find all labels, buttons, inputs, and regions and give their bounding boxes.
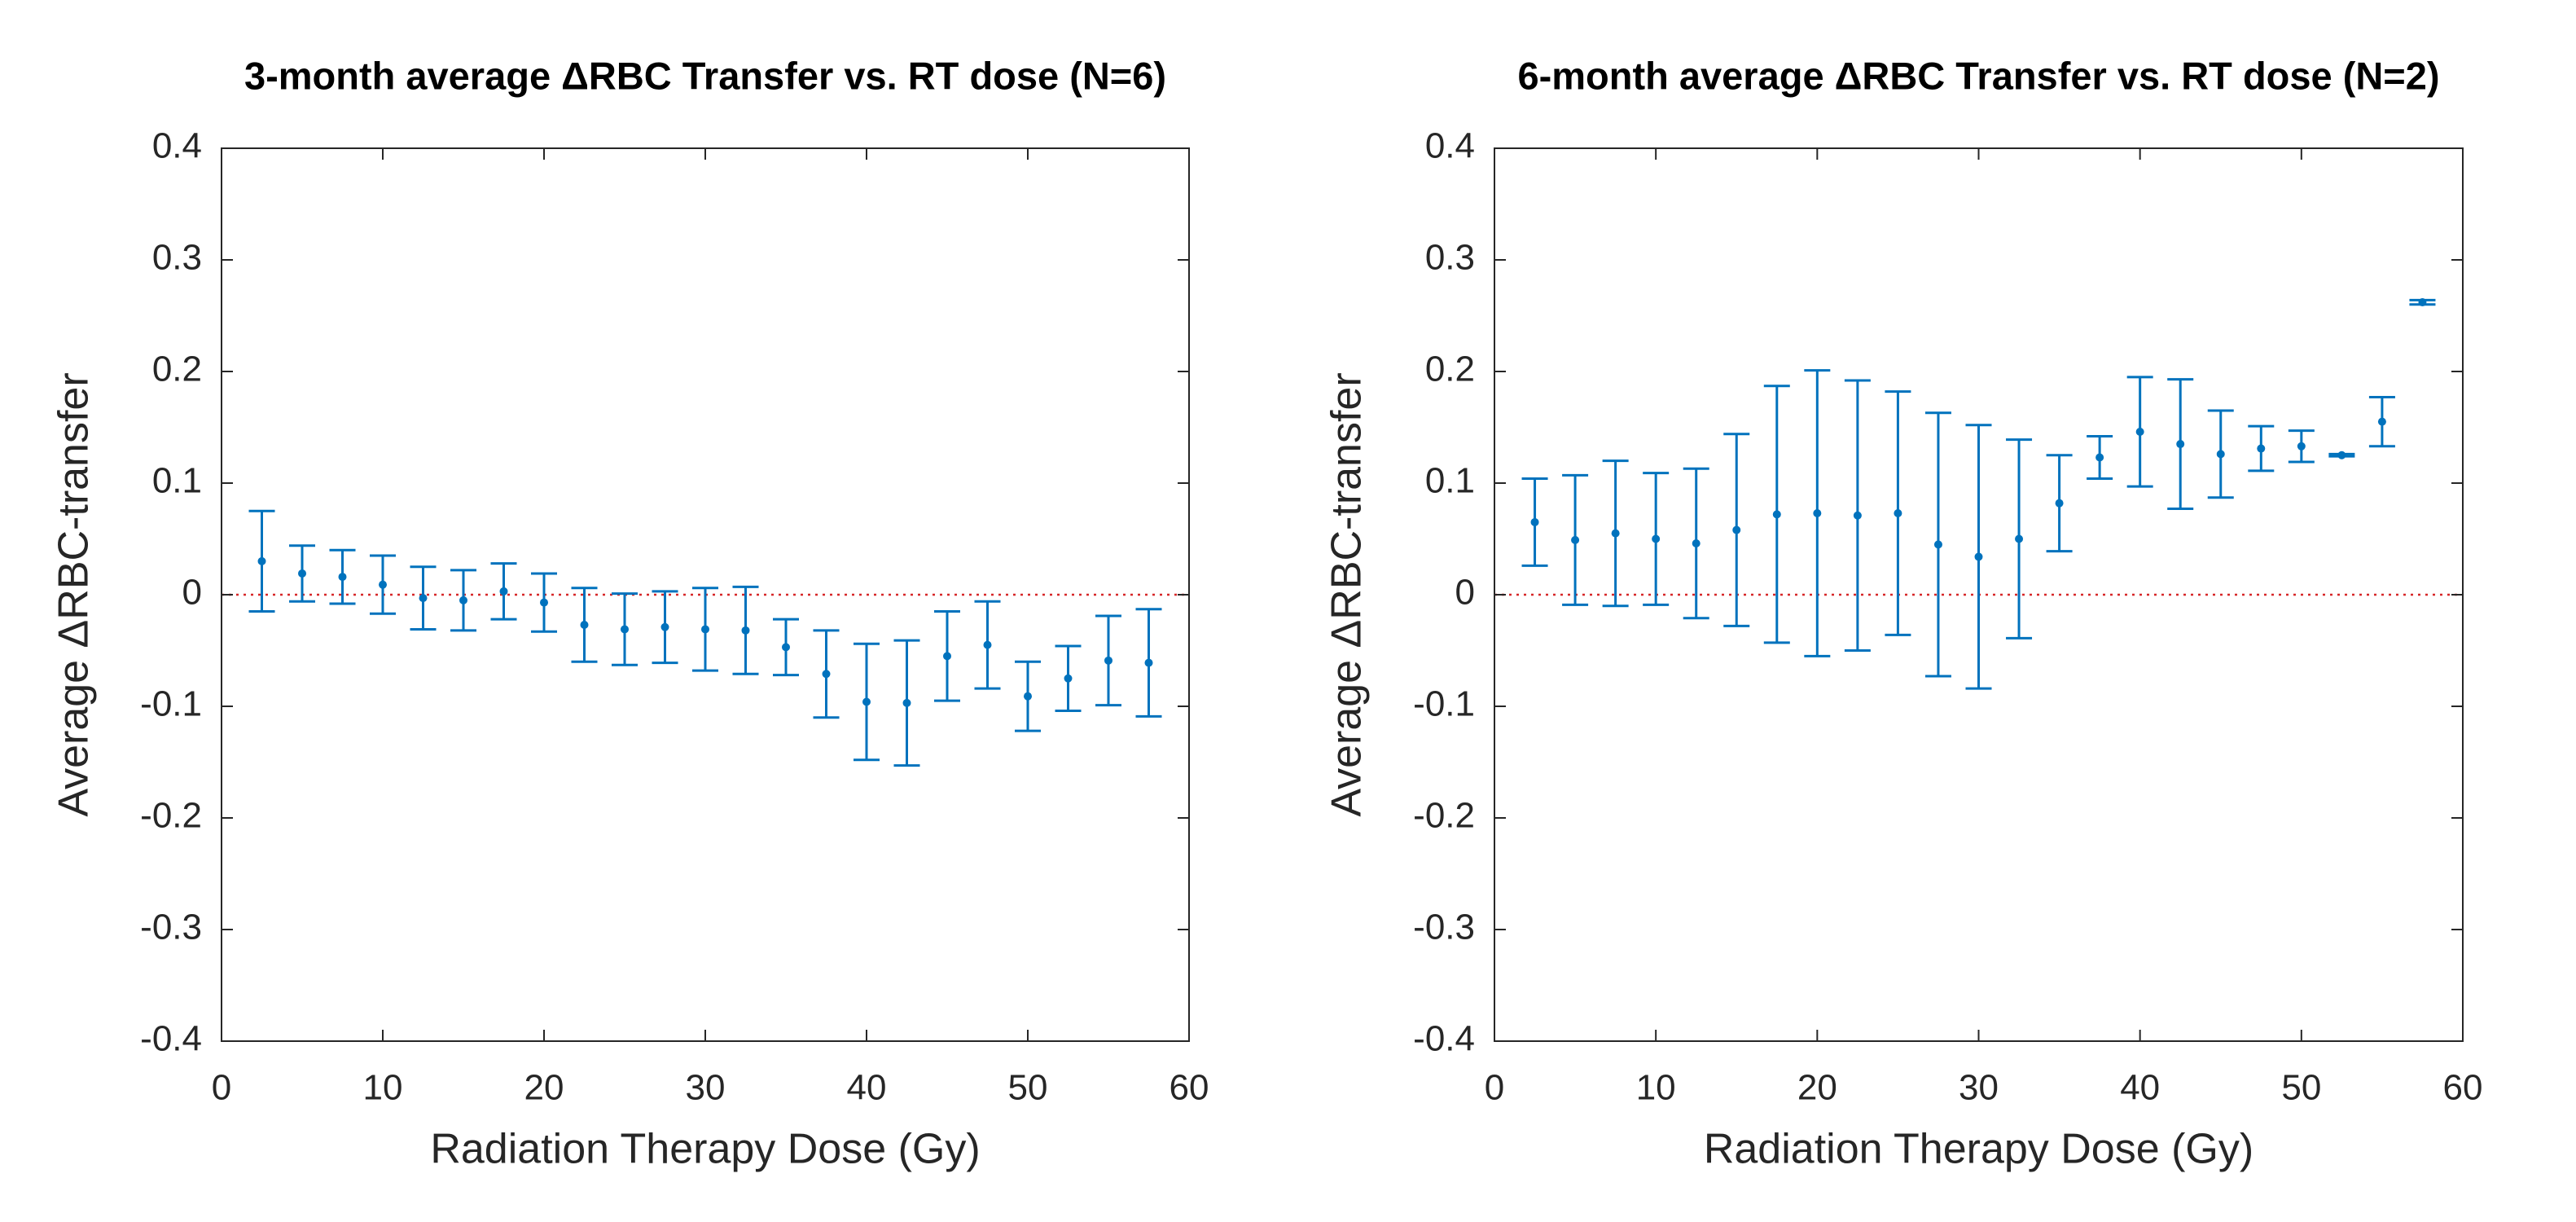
y-tick-label: -0.2 xyxy=(140,796,202,836)
data-point xyxy=(1853,511,1862,520)
y-tick-label: 0 xyxy=(182,573,202,613)
data-point xyxy=(298,569,306,578)
data-point xyxy=(741,626,750,635)
y-tick-label: -0.1 xyxy=(140,684,202,724)
data-point xyxy=(2216,450,2225,459)
data-point xyxy=(379,580,387,589)
x-tick-label: 60 xyxy=(2443,1068,2483,1108)
data-point xyxy=(1692,538,1701,547)
data-point xyxy=(2176,440,2185,449)
y-tick-label: 0.4 xyxy=(152,126,202,166)
data-point xyxy=(1732,525,1741,534)
data-point xyxy=(1652,534,1661,543)
y-tick-label: -0.3 xyxy=(140,908,202,947)
y-tick-label: 0.2 xyxy=(1425,349,1475,389)
data-point xyxy=(1024,692,1032,701)
x-tick-label: 0 xyxy=(212,1068,231,1108)
y-tick-label: 0.1 xyxy=(1425,461,1475,501)
y-tick-label: 0.3 xyxy=(152,238,202,278)
data-point xyxy=(902,698,911,707)
x-axis-label: Radiation Therapy Dose (Gy) xyxy=(1704,1126,2253,1173)
y-tick-label: -0.4 xyxy=(140,1019,202,1059)
x-tick-label: 60 xyxy=(1170,1068,1209,1108)
data-point xyxy=(540,598,548,607)
data-point xyxy=(1894,508,1902,517)
data-point xyxy=(2418,298,2427,307)
data-point xyxy=(1064,674,1073,683)
data-point xyxy=(2095,453,2104,462)
data-point xyxy=(1571,535,1580,544)
x-tick-label: 30 xyxy=(686,1068,726,1108)
chart: 0 10 20 30 40 50 60 -0.4 -0.3 -0.2 -0.1 0 0.1 0.2 0.3 0… xyxy=(50,54,1209,1172)
data-point xyxy=(2015,534,2024,543)
data-point xyxy=(983,640,992,649)
data-point xyxy=(1974,552,1983,561)
data-point xyxy=(257,556,266,565)
y-tick-label: -0.4 xyxy=(1413,1019,1475,1059)
y-tick-label: 0.4 xyxy=(1425,126,1475,166)
data-point xyxy=(459,596,467,604)
x-tick-label: 50 xyxy=(1008,1068,1048,1108)
data-point xyxy=(1530,517,1539,526)
y-tick-label: 0.2 xyxy=(152,349,202,389)
data-point xyxy=(822,670,831,679)
data-point xyxy=(862,697,871,706)
data-point xyxy=(2297,442,2306,451)
x-tick-label: 40 xyxy=(2120,1068,2160,1108)
x-tick-label: 20 xyxy=(1797,1068,1837,1108)
data-point xyxy=(621,625,629,634)
data-point xyxy=(1104,656,1112,665)
data-point xyxy=(1144,658,1153,667)
data-point xyxy=(1933,540,1942,549)
y-axis-label: Average ΔRBC-transfer xyxy=(1323,372,1371,816)
x-tick-label: 40 xyxy=(847,1068,887,1108)
axes-box xyxy=(1494,147,2464,1042)
y-tick-label: -0.2 xyxy=(1413,796,1475,836)
data-point xyxy=(943,652,951,661)
data-point xyxy=(701,625,709,634)
axes-box xyxy=(221,147,1190,1042)
chart: 0 10 20 30 40 50 60 -0.4 -0.3 -0.2 -0.1 0 0.1 0.2 0.3 0… xyxy=(1323,54,2483,1172)
data-point xyxy=(782,643,790,652)
x-tick-label: 50 xyxy=(2281,1068,2321,1108)
data-point xyxy=(419,594,428,603)
data-point xyxy=(2135,427,2144,436)
data-point xyxy=(338,573,347,582)
data-point xyxy=(580,620,589,629)
data-point xyxy=(499,587,508,596)
data-point xyxy=(1772,510,1781,519)
x-axis-label: Radiation Therapy Dose (Gy) xyxy=(430,1126,980,1173)
x-tick-label: 10 xyxy=(363,1068,403,1108)
x-tick-label: 10 xyxy=(1636,1068,1676,1108)
data-point xyxy=(660,622,669,631)
data-point xyxy=(2337,451,2346,459)
x-tick-label: 20 xyxy=(524,1068,564,1108)
y-tick-label: 0 xyxy=(1455,573,1475,613)
y-axis-label: Average ΔRBC-transfer xyxy=(50,372,98,816)
y-tick-label: 0.1 xyxy=(152,461,202,501)
data-point xyxy=(2055,499,2064,508)
y-tick-label: 0.3 xyxy=(1425,238,1475,278)
data-point xyxy=(1813,508,1822,517)
data-point xyxy=(2257,444,2266,453)
data-point xyxy=(2377,417,2386,426)
y-tick-label: -0.3 xyxy=(1413,908,1475,947)
y-tick-label: -0.1 xyxy=(1413,684,1475,724)
x-tick-label: 30 xyxy=(1959,1068,1999,1108)
x-tick-label: 0 xyxy=(1485,1068,1504,1108)
chart-title: 6-month average ΔRBC Transfer vs. RT dos… xyxy=(1517,54,2439,97)
chart-title: 3-month average ΔRBC Transfer vs. RT dos… xyxy=(244,54,1166,97)
data-point xyxy=(1611,529,1620,538)
